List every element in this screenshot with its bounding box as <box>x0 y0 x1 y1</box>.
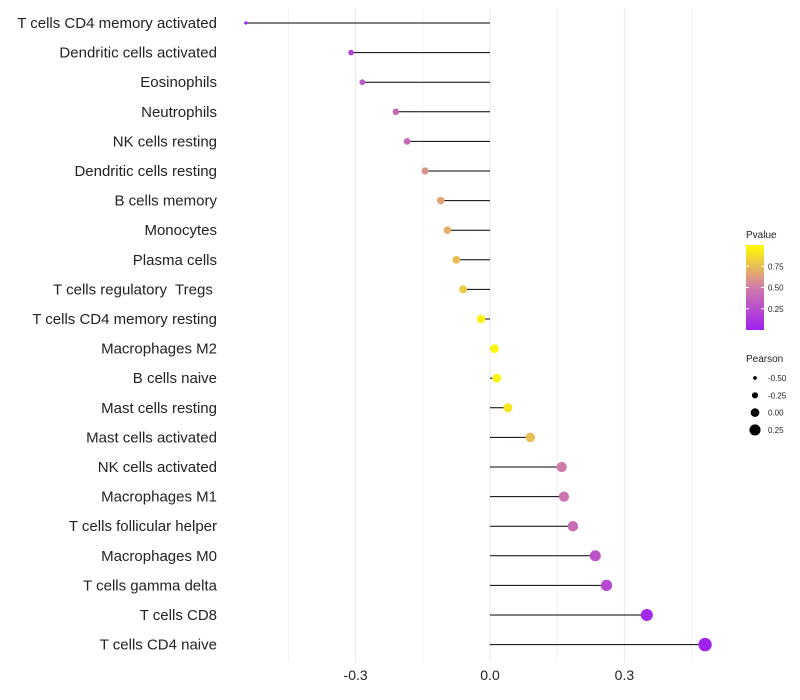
lollipop-point <box>348 49 354 56</box>
lollipop-point <box>392 108 400 116</box>
pearson-legend-label: -0.25 <box>768 391 787 400</box>
pearson-legend-key <box>751 392 759 399</box>
pvalue-tick-label: 0.25 <box>768 305 784 314</box>
category-label: Dendritic cells resting <box>74 163 217 180</box>
pearson-legend-key <box>753 376 757 380</box>
pearson-legend-key <box>750 408 760 417</box>
lollipop-point <box>452 255 461 264</box>
lollipop-point <box>525 432 536 443</box>
grid-lines <box>287 8 693 662</box>
lollipop-point <box>403 137 411 145</box>
category-label: Dendritic cells activated <box>59 45 217 62</box>
lollipop-point <box>359 79 366 86</box>
category-label: Mast cells activated <box>86 429 217 446</box>
category-labels: T cells CD4 memory activated Dendritic ce… <box>17 15 217 654</box>
pearson-legend-label: 0.00 <box>768 409 784 418</box>
lollipop-points <box>244 21 712 652</box>
lollipop-point <box>476 314 486 324</box>
category-label: T cells regulatory Tregs <box>53 281 217 298</box>
category-label: B cells naive <box>133 370 217 387</box>
pearson-legend: Pearson -0.50 -0.25 0.00 0.25 <box>746 354 787 436</box>
category-label: NK cells activated <box>98 459 217 476</box>
pvalue-tick-label: 0.50 <box>768 284 784 293</box>
category-label: T cells CD8 <box>140 607 217 624</box>
category-label: Neutrophils <box>141 104 217 121</box>
pvalue-legend-title: Pvalue <box>746 230 777 241</box>
lollipop-point <box>558 491 570 502</box>
category-label: Macrophages M1 <box>101 489 217 506</box>
lollipop-point <box>436 196 445 205</box>
lollipop-point <box>490 344 499 353</box>
lollipop-point <box>492 373 502 383</box>
lollipop-point <box>421 167 429 175</box>
x-tick-label: -0.3 <box>344 667 368 683</box>
pearson-legend-label: 0.25 <box>768 426 784 435</box>
category-label: Eosinophils <box>140 74 217 91</box>
lollipop-point <box>567 520 579 532</box>
category-label: Macrophages M2 <box>101 341 217 358</box>
category-label: T cells CD4 naive <box>100 637 217 654</box>
category-label: Monocytes <box>144 222 217 239</box>
category-label: B cells memory <box>114 193 217 210</box>
x-tick-label: 0.3 <box>615 667 635 683</box>
category-label: T cells follicular helper <box>69 518 217 535</box>
pvalue-tick-label: 0.75 <box>768 262 784 271</box>
lollipop-stems <box>245 22 706 646</box>
lollipop-point <box>589 550 601 562</box>
category-label: T cells CD4 memory resting <box>32 311 217 328</box>
lollipop-point <box>600 579 613 592</box>
category-label: NK cells resting <box>113 133 217 150</box>
pearson-legend-label: -0.50 <box>768 374 787 383</box>
lollipop-point <box>503 403 513 413</box>
pvalue-colorbar <box>746 245 764 330</box>
lollipop-point <box>698 637 712 652</box>
category-label: T cells CD4 memory activated <box>17 15 217 32</box>
category-label: Macrophages M0 <box>101 548 217 565</box>
lollipop-point <box>244 21 248 25</box>
category-label: Mast cells resting <box>101 400 217 417</box>
lollipop-point <box>459 285 468 294</box>
pearson-legend-title: Pearson <box>746 354 783 365</box>
pvalue-legend: Pvalue 0.75 0.50 0.25 <box>746 230 784 330</box>
pearson-legend-key <box>749 424 761 436</box>
lollipop-point <box>556 461 567 473</box>
x-axis-ticks: -0.3 0.0 0.3 <box>344 667 635 683</box>
category-label: T cells gamma delta <box>83 577 218 594</box>
lollipop-point <box>640 608 653 622</box>
category-label: Plasma cells <box>133 252 217 269</box>
lollipop-point <box>443 226 452 235</box>
x-tick-label: 0.0 <box>480 667 500 683</box>
